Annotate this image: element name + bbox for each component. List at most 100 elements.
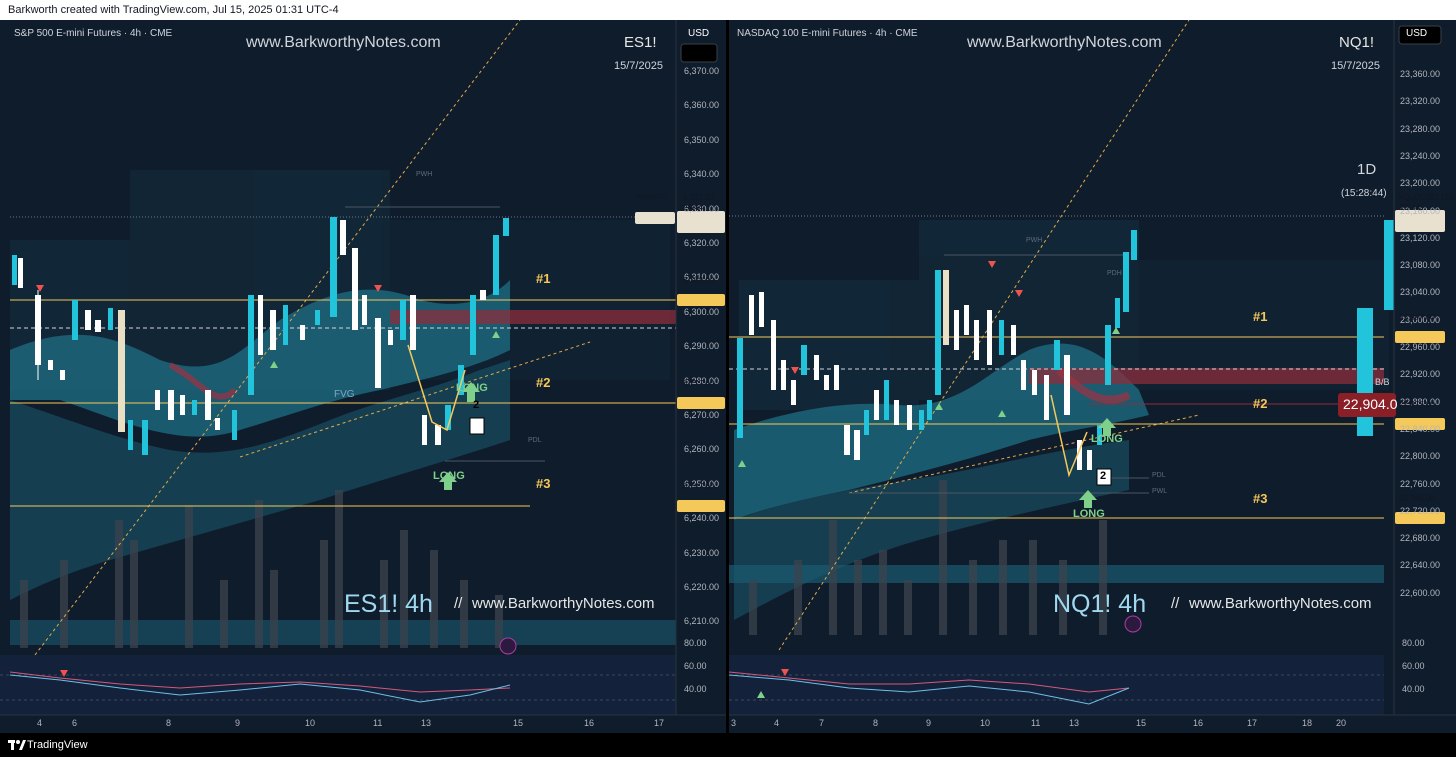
right-date-tick: 11 (1031, 718, 1041, 728)
right-date-tick: 17 (1247, 718, 1258, 728)
es-price-axis-tick: 6,280.00 (684, 375, 720, 386)
nq-last-price: 23,165.50 (1429, 193, 1456, 202)
nq-price-axis-tick: 23,360.00 (1400, 69, 1441, 79)
footer-bar: TradingView (0, 733, 1456, 757)
nq-symbol-title: NASDAQ 100 E-mini Futures · 4h · CME (737, 28, 918, 39)
nq-price-axis-tick: 22,960.00 (1400, 342, 1441, 352)
nq-price-axis[interactable]: 23,360.00 23,320.00 23,280.00 23,240.00 23,2… (1400, 20, 1456, 660)
nq-level1-price: 22,997.00 (1399, 313, 1435, 322)
es-price-axis-tick: 6,310.00 (684, 272, 720, 283)
nq-bottom-site: www.BarkworthyNotes.com (1189, 595, 1372, 612)
es-price-axis-tick: 6,320.00 (684, 238, 720, 248)
nq-chart-panel[interactable]: NASDAQ 100 E-mini Futures · 4h · CME www… (729, 20, 1456, 733)
nq-price-axis-tick: 22,920.00 (1400, 369, 1441, 380)
snapshot-header: Barkworth created with TradingView.com, … (0, 0, 1456, 20)
right-date-tick: 7 (819, 718, 825, 728)
es-price-axis-tick: 6,350.00 (684, 134, 720, 145)
nq-price-axis-tick: 22,680.00 (1400, 533, 1441, 544)
nq-price-axis-tick: 23,080.00 (1400, 260, 1441, 271)
es-long-label-1: LONG (456, 382, 488, 394)
es-bottom-site: www.BarkworthyNotes.com (472, 595, 655, 612)
es-level3-label: #3 (536, 476, 551, 491)
es-bottom-sep: // (454, 595, 463, 612)
nq-bb-label: B/B (1375, 377, 1390, 387)
es-countdown: 28:44 (683, 203, 704, 212)
es-price-axis-tick: 6,340.00 (684, 169, 720, 180)
es-price-axis-tick: 6,330.00 (684, 203, 720, 214)
right-date-tick: 16 (1193, 718, 1204, 728)
nq-time-axis[interactable]: 3 4 7 8 9 10 11 13 15 16 17 18 20 (729, 715, 1384, 733)
nq-pwl-label: PWL (1152, 488, 1168, 495)
es-pwh-label: PWH (416, 171, 433, 178)
nq-price-axis-tick: 23,120.00 (1400, 232, 1441, 243)
es-price-axis-tick: 6,230.00 (684, 547, 720, 558)
es-contract-tag: ESU2025 (637, 194, 667, 201)
es-level1-label: #1 (536, 271, 551, 286)
left-date-tick: 8 (166, 718, 172, 728)
es-last-price: 6,332.50 (683, 193, 715, 202)
es-price-axis-tick: 6,300.00 (684, 306, 720, 317)
panel-divider[interactable] (726, 20, 729, 733)
right-date-tick: 15 (1136, 718, 1147, 728)
es-osc-60: 60.00 (684, 661, 707, 671)
nq-bottom-title: NQ1! 4h (1053, 590, 1147, 618)
nq-price-axis-tick: 22,720.00 (1400, 505, 1441, 516)
nq-chart-svg[interactable] (729, 20, 1456, 733)
es-osc-40: 40.00 (684, 684, 707, 694)
nq-osc-80: 80.00 (1402, 638, 1425, 648)
right-date-tick: 18 (1302, 718, 1313, 728)
left-date-tick: 11 (373, 718, 383, 728)
nq-price-axis-tick: 23,240.00 (1400, 150, 1441, 161)
nq-wave-box: 2 (1100, 470, 1107, 482)
es-price-axis[interactable]: 6,370.00 6,360.00 6,350.00 6,340.00 6,330.00… (684, 20, 726, 660)
nq-price-axis-tick: 22,760.00 (1400, 478, 1441, 489)
es-chart-panel[interactable]: S&P 500 E-mini Futures · 4h · CME www.Ba… (0, 20, 726, 733)
nq-osc-60: 60.00 (1402, 661, 1425, 671)
footer-brand: TradingView (27, 739, 88, 751)
es-date: 15/7/2025 (614, 60, 663, 72)
left-date-tick: 17 (654, 718, 665, 728)
es-level3-price: 6,247.00 (683, 482, 715, 491)
right-date-tick: 9 (926, 718, 932, 728)
es-currency-button[interactable]: USD (688, 28, 710, 39)
nq-long-label-2: LONG (1073, 508, 1105, 520)
nq-watermark-top: www.BarkworthyNotes.com (967, 34, 1162, 51)
right-date-tick: 10 (980, 718, 991, 728)
nq-bottom-sep: // (1171, 595, 1180, 612)
nq-pdl-label: PDL (1152, 472, 1166, 479)
right-date-tick: 8 (873, 718, 879, 728)
right-date-tick: 13 (1069, 718, 1080, 728)
left-date-tick: 9 (235, 718, 241, 728)
nq-currency-button[interactable]: USD (1406, 28, 1428, 39)
nq-pdh-label: PDH (1107, 270, 1122, 277)
es-level1-price: 6,308.00 (683, 276, 715, 285)
nq-ticker: NQ1! (1339, 34, 1375, 51)
nq-level3-label: #3 (1253, 491, 1268, 506)
nq-level2-price: 22,877.00 (1399, 400, 1435, 409)
es-level2-price: 6,277.00 (683, 379, 715, 388)
nq-red-price: 22,904.0 (1343, 396, 1398, 412)
es-level2-label: #2 (536, 375, 551, 390)
right-date-tick: 3 (731, 718, 737, 728)
nq-timeframe: 1D (1357, 161, 1377, 178)
es-price-axis-tick: 6,360.00 (684, 100, 720, 111)
nq-price-axis-tick: 22,880.00 (1400, 396, 1441, 407)
nq-price-axis-tick: 23,320.00 (1400, 96, 1441, 107)
right-date-tick: 20 (1336, 718, 1347, 728)
es-time-axis[interactable]: 4 6 8 9 10 11 13 15 16 17 (0, 715, 676, 733)
nq-contract-tag: NQU2025 (1398, 193, 1434, 202)
nq-level3-price: 22,746.00 (1399, 494, 1435, 503)
nq-price-axis-tick: 23,200.00 (1400, 178, 1441, 189)
left-date-tick: 10 (305, 718, 316, 728)
nq-price-axis-tick: 22,840.00 (1400, 423, 1441, 434)
es-price-axis-tick: 6,240.00 (684, 513, 720, 524)
right-date-tick: 4 (774, 718, 780, 728)
es-chart-svg[interactable] (0, 20, 726, 733)
left-date-tick: 15 (513, 718, 524, 728)
es-long-label-2: LONG (433, 470, 465, 482)
es-price-axis-tick: 6,220.00 (684, 582, 720, 592)
es-osc-80: 80.00 (684, 638, 707, 648)
nq-date: 15/7/2025 (1331, 60, 1380, 72)
nq-price-axis-tick: 22,600.00 (1400, 587, 1441, 598)
tradingview-logo-icon (8, 740, 26, 750)
